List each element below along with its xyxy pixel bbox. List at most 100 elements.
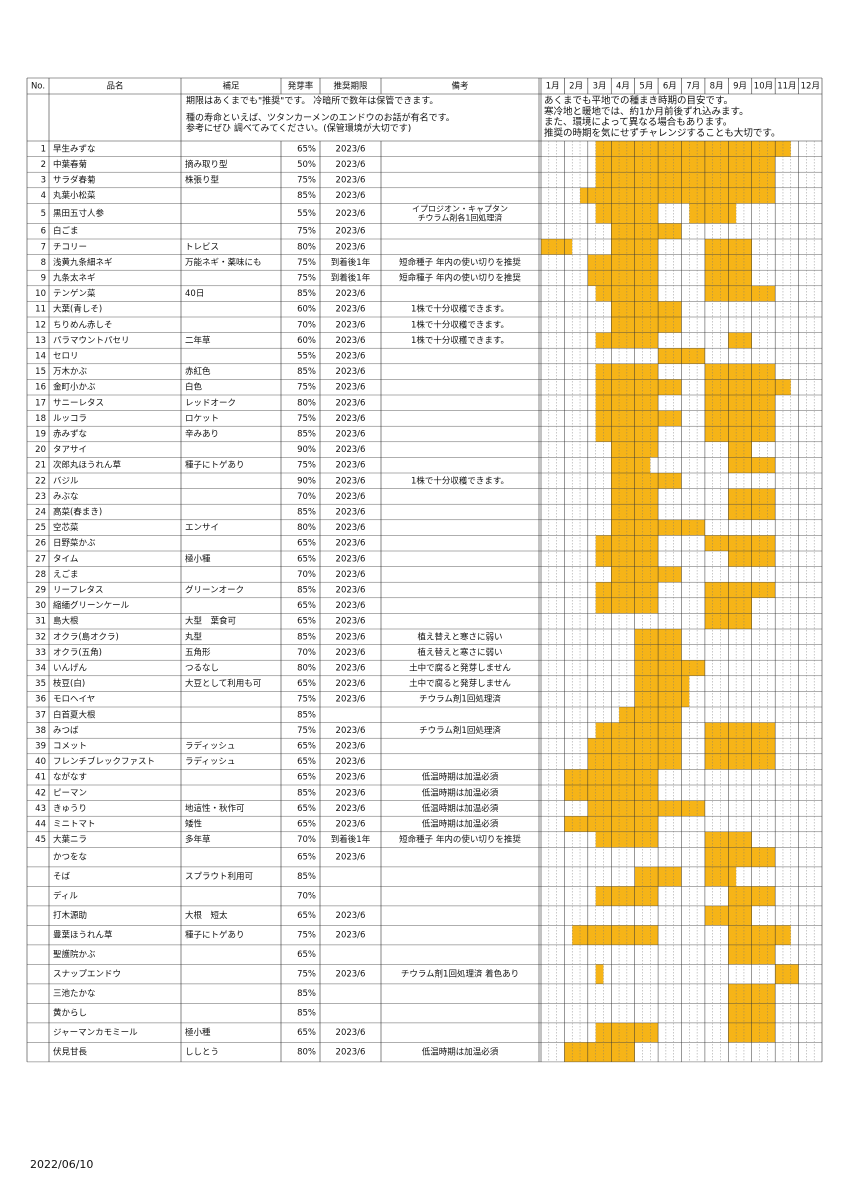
- germination-rate: 70%: [297, 648, 316, 658]
- germination-rate: 75%: [297, 274, 316, 284]
- footer-date: 2022/06/10: [30, 1158, 93, 1171]
- seed-name: 黄からし: [53, 1008, 87, 1019]
- sowing-period: [611, 457, 651, 473]
- row-number: 14: [35, 352, 46, 362]
- seed-note: つるなし: [185, 664, 219, 674]
- seed-note: 万能ネギ・薬味にも: [185, 257, 262, 268]
- sowing-period: [704, 738, 776, 754]
- expiry: 2023/6: [336, 414, 366, 424]
- seed-name: 大葉(青しそ): [53, 304, 102, 315]
- germination-rate: 65%: [297, 773, 316, 783]
- sowing-period: [611, 473, 682, 489]
- row-number: 41: [35, 773, 46, 783]
- seed-note: トレビス: [185, 242, 219, 252]
- row-number: 26: [35, 539, 46, 549]
- seed-note: 40日: [185, 289, 204, 299]
- expiry: 2023/6: [336, 539, 366, 549]
- expiry: 2023/6: [336, 726, 366, 736]
- remark: 低温時期は加温必須: [422, 772, 499, 783]
- expiry: 2023/6: [336, 176, 366, 186]
- sowing-period: [704, 395, 776, 411]
- expiry: 2023/6: [336, 398, 366, 408]
- seed-name: 白首夏大根: [53, 709, 96, 720]
- row-number: 4: [41, 191, 46, 201]
- row-number: 18: [35, 414, 46, 424]
- seed-name: いんげん: [53, 664, 88, 674]
- column-header: 発芽率: [288, 81, 314, 92]
- seed-note: ししとう: [185, 1048, 219, 1058]
- germination-rate: 75%: [297, 461, 316, 471]
- note-text: 寒冷地と暖地では、約1か月前後ずれ込みます。: [544, 105, 749, 117]
- row-number: 19: [35, 430, 46, 440]
- seed-note: スプラウト利用可: [185, 871, 254, 882]
- seed-name: ミニトマト: [53, 820, 96, 830]
- remark: 1株で十分収穫できます。: [411, 335, 509, 346]
- expiry: 2023/6: [336, 664, 366, 674]
- seed-name: 打木源助: [53, 910, 87, 921]
- remark: 植え替えと寒さに弱い: [417, 647, 502, 658]
- expiry: 2023/6: [336, 788, 366, 798]
- seed-name: ピーマン: [53, 788, 87, 798]
- row-number: 11: [35, 305, 46, 315]
- seed-name: オクラ(五角): [53, 647, 102, 658]
- germination-rate: 60%: [297, 336, 316, 346]
- row-number: 35: [35, 679, 46, 689]
- germination-rate: 80%: [297, 1048, 316, 1058]
- row-number: 25: [35, 523, 46, 533]
- seed-note: 極小種: [185, 1027, 211, 1038]
- seed-note: 大豆として利用も可: [185, 678, 262, 689]
- seed-name: ジャーマンカモミール: [53, 1028, 138, 1038]
- expiry: 2023/6: [336, 931, 366, 941]
- remark: 低温時期は加温必須: [422, 819, 499, 830]
- row-number: 17: [35, 398, 46, 408]
- expiry: 2023/6: [336, 570, 366, 580]
- row-number: 27: [35, 554, 46, 564]
- seed-name: 三池たかな: [53, 988, 96, 999]
- expiry: 2023/6: [336, 1048, 366, 1058]
- germination-rate: 65%: [297, 601, 316, 611]
- germination-rate: 60%: [297, 305, 316, 315]
- expiry: 2023/6: [336, 617, 366, 627]
- expiry: 2023/6: [336, 773, 366, 783]
- row-number: 2: [41, 160, 46, 170]
- month-header: 3月: [593, 82, 607, 92]
- expiry: 2023/6: [336, 853, 366, 863]
- month-header: 4月: [616, 82, 630, 92]
- germination-rate: 85%: [297, 586, 316, 596]
- row-number: 40: [35, 757, 46, 767]
- expiry: 2023/6: [336, 289, 366, 299]
- seed-name: バジル: [53, 476, 79, 486]
- seed-name: サラダ春菊: [53, 175, 96, 186]
- sowing-period: [704, 535, 776, 551]
- germination-rate: 65%: [297, 820, 316, 830]
- expiry: 2023/6: [336, 461, 366, 471]
- expiry: 到着後1年: [331, 273, 371, 284]
- month-header: 12月: [801, 82, 820, 92]
- expiry: 2023/6: [336, 970, 366, 980]
- sowing-period: [580, 187, 776, 204]
- seed-name: ながなす: [53, 772, 87, 783]
- row-number: 16: [35, 383, 46, 393]
- seed-name: 丸葉小松菜: [53, 190, 96, 201]
- seed-name: 高菜(春まき): [53, 507, 102, 518]
- row-number: 43: [35, 804, 46, 814]
- sowing-period: [595, 156, 776, 173]
- germination-rate: 75%: [297, 970, 316, 980]
- seed-name: みつば: [53, 726, 79, 736]
- sowing-period: [704, 410, 776, 427]
- seed-name: テンゲン菜: [53, 288, 96, 299]
- germination-rate: 85%: [297, 788, 316, 798]
- sowing-period: [634, 675, 690, 692]
- expiry: 2023/6: [336, 508, 366, 518]
- row-number: 3: [41, 176, 46, 186]
- sowing-period: [704, 363, 776, 380]
- expiry: 2023/6: [336, 695, 366, 705]
- seed-note: 丸型: [185, 631, 203, 642]
- seed-name: きゅうり: [53, 804, 87, 814]
- seed-name: えごま: [53, 569, 79, 580]
- germination-rate: 65%: [297, 853, 316, 863]
- germination-rate: 65%: [297, 950, 316, 960]
- germination-rate: 65%: [297, 742, 316, 752]
- germination-rate: 85%: [297, 710, 316, 720]
- row-number: 28: [35, 570, 46, 580]
